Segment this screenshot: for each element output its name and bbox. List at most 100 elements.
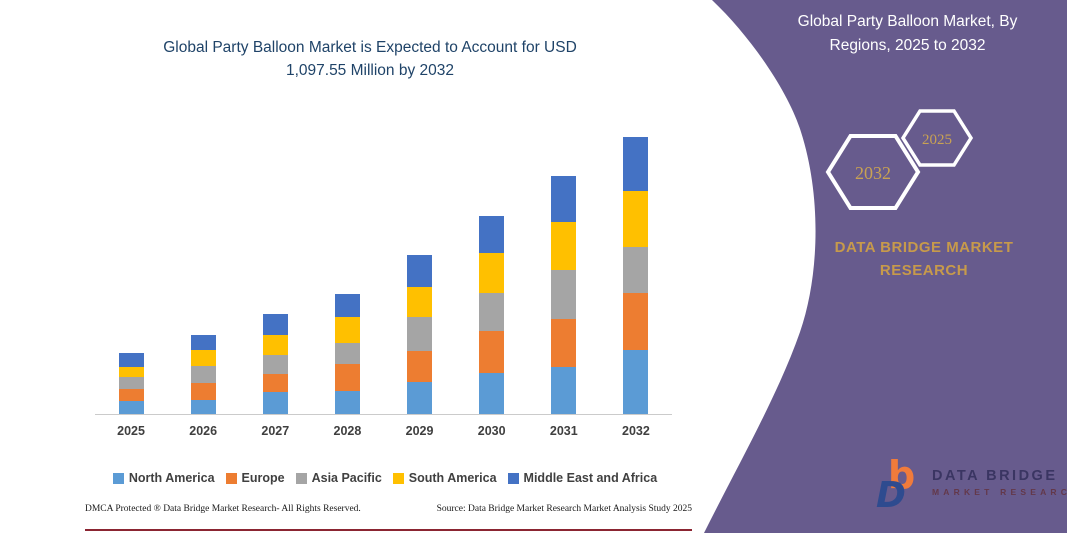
bar-segment-middle-east-and-africa-2031 [551, 175, 577, 222]
legend-label-europe: Europe [241, 471, 285, 485]
logo-name-text: DATA BRIDGE [932, 467, 1058, 484]
x-tick-2027: 2027 [261, 424, 290, 438]
footer-source-text: Source: Data Bridge Market Research Mark… [436, 504, 692, 514]
x-tick-2029: 2029 [405, 424, 434, 438]
bar-segment-middle-east-and-africa-2025 [118, 353, 144, 368]
legend-swatch-south-america [392, 472, 404, 484]
chart-title: Global Party Balloon Market is Expected … [105, 36, 635, 82]
bar-segment-middle-east-and-africa-2032 [623, 136, 649, 192]
bar-column-2025 [95, 130, 167, 414]
bar-segment-middle-east-and-africa-2030 [479, 215, 505, 253]
legend-item-europe: Europe [225, 471, 285, 485]
bar-segment-middle-east-and-africa-2026 [190, 334, 216, 350]
bar-segment-asia-pacific-2026 [190, 365, 216, 384]
bar-segment-north-america-2027 [262, 392, 288, 414]
footer-divider-rule [85, 529, 692, 531]
dbmr-logo: b D DATA BRIDGE MARKET RESEARCH [876, 455, 1067, 509]
bar-segment-north-america-2026 [190, 400, 216, 414]
dbmr-logo-text: DATA BRIDGE MARKET RESEARCH [932, 468, 1067, 497]
bar-column-2031 [528, 130, 600, 414]
bar-segment-north-america-2025 [118, 401, 144, 414]
brand-line1: DATA BRIDGE MARKET [834, 239, 1014, 256]
legend-item-south-america: South America [392, 471, 497, 485]
bar-segment-europe-2028 [334, 364, 360, 391]
bar-segment-south-america-2028 [334, 317, 360, 344]
bar-segment-europe-2025 [118, 389, 144, 402]
dbmr-logo-icon: b D [876, 455, 915, 509]
x-tick-2032: 2032 [622, 424, 650, 438]
bar-column-2030 [456, 130, 528, 414]
hexagon-2032 [825, 134, 921, 210]
panel-title-line2: Regions, 2025 to 2032 [829, 37, 986, 54]
x-tick-2028: 2028 [333, 424, 362, 438]
panel-shape [704, 0, 1067, 533]
legend-label-middle-east-and-africa: Middle East and Africa [523, 471, 658, 485]
bar-stack-2025 [118, 353, 144, 414]
panel-title: Global Party Balloon Market, By Regions,… [765, 10, 1050, 58]
bar-segment-europe-2031 [551, 319, 577, 367]
bar-segment-asia-pacific-2025 [118, 377, 144, 390]
hexagon-2025 [900, 109, 974, 167]
bar-segment-asia-pacific-2032 [623, 246, 649, 294]
bar-stack-2031 [551, 175, 577, 414]
bar-segment-middle-east-and-africa-2029 [407, 255, 433, 288]
bar-segment-south-america-2026 [190, 349, 216, 366]
bar-column-2026 [167, 130, 239, 414]
legend-swatch-europe [225, 472, 237, 484]
bar-stack-2028 [334, 293, 360, 414]
x-tick-2030: 2030 [477, 424, 506, 438]
x-tick-2025: 2025 [117, 424, 145, 438]
bar-segment-europe-2026 [190, 383, 216, 401]
legend-item-middle-east-and-africa: Middle East and Africa [507, 471, 658, 485]
x-tick-2026: 2026 [189, 424, 218, 438]
stacked-bar-plot [95, 130, 672, 414]
bar-stack-2029 [407, 255, 433, 414]
brand-line2: RESEARCH [879, 262, 969, 279]
bar-segment-asia-pacific-2028 [334, 343, 360, 365]
bar-segment-north-america-2030 [479, 373, 505, 414]
footer-dmca-text: DMCA Protected ® Data Bridge Market Rese… [85, 504, 361, 514]
year-hexagons: 2025 2032 [825, 109, 974, 210]
bar-segment-south-america-2031 [551, 221, 577, 271]
bar-segment-europe-2027 [262, 373, 288, 393]
bar-stack-2027 [262, 313, 288, 414]
chart-title-line1: Global Party Balloon Market is Expected … [163, 39, 577, 56]
bar-segment-south-america-2030 [479, 252, 505, 294]
bar-segment-north-america-2028 [334, 390, 360, 414]
x-tick-2031: 2031 [549, 424, 578, 438]
chart-title-line2: 1,097.55 Million by 2032 [285, 62, 455, 79]
bar-stack-2026 [190, 334, 216, 414]
bar-segment-south-america-2032 [623, 191, 649, 247]
brand-wordmark: DATA BRIDGE MARKET RESEARCH [794, 236, 1054, 282]
bar-segment-middle-east-and-africa-2028 [334, 293, 360, 318]
bar-stack-2030 [479, 215, 505, 414]
logo-b-glyph: b [888, 455, 915, 497]
legend-label-north-america: North America [128, 471, 215, 485]
bar-column-2029 [384, 130, 456, 414]
logo-d-glyph: D [876, 475, 906, 509]
panel-title-line1: Global Party Balloon Market, By [797, 13, 1018, 30]
bar-column-2027 [239, 130, 311, 414]
bar-segment-south-america-2029 [407, 287, 433, 318]
logo-subtitle-text: MARKET RESEARCH [932, 486, 1067, 497]
bar-segment-europe-2032 [623, 293, 649, 350]
chart-legend: North America Europe Asia Pacific South Ame… [78, 471, 692, 485]
hexagon-2025-label: 2025 [922, 132, 952, 148]
legend-item-asia-pacific: Asia Pacific [295, 471, 382, 485]
bar-segment-south-america-2025 [118, 367, 144, 378]
legend-swatch-asia-pacific [295, 472, 307, 484]
legend-label-south-america: South America [408, 471, 497, 485]
bar-segment-asia-pacific-2031 [551, 270, 577, 320]
bar-segment-asia-pacific-2027 [262, 354, 288, 374]
bar-segment-north-america-2029 [407, 382, 433, 414]
bar-segment-europe-2030 [479, 331, 505, 373]
x-axis-line [95, 414, 672, 415]
bar-segment-south-america-2027 [262, 334, 288, 355]
bar-segment-middle-east-and-africa-2027 [262, 313, 288, 335]
footer: DMCA Protected ® Data Bridge Market Rese… [85, 504, 692, 514]
bar-segment-north-america-2032 [623, 349, 649, 414]
bar-segment-asia-pacific-2029 [407, 317, 433, 351]
legend-swatch-north-america [112, 472, 124, 484]
